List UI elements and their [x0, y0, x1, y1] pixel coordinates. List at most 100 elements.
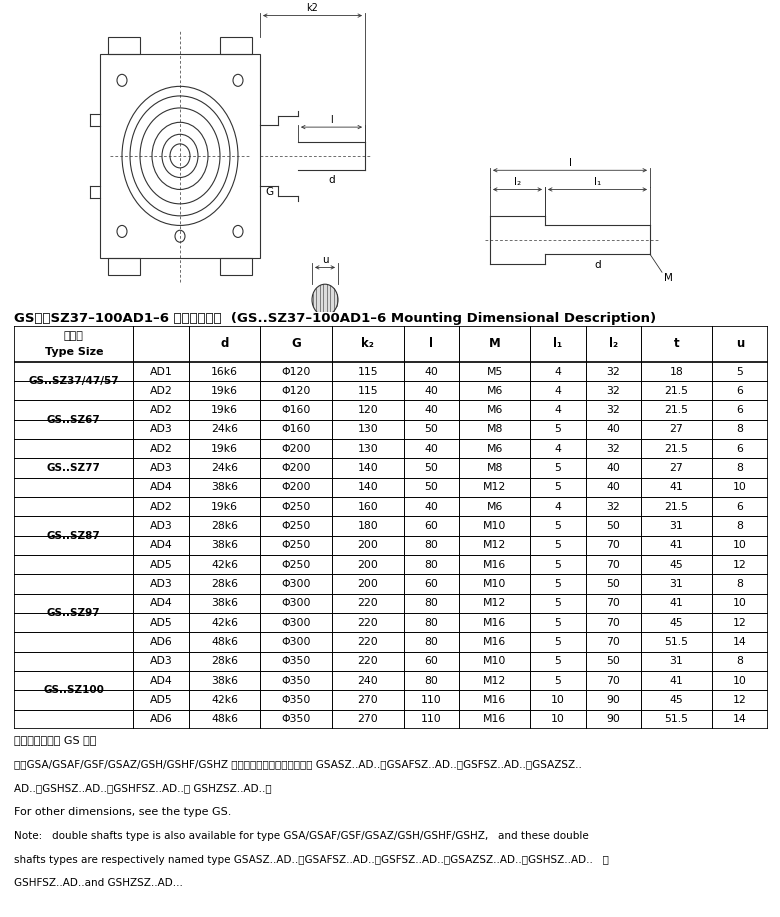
Text: 70: 70 — [606, 540, 620, 550]
Text: 51.5: 51.5 — [665, 637, 689, 647]
Text: AD5: AD5 — [150, 618, 172, 628]
Text: 42k6: 42k6 — [211, 559, 238, 569]
Text: 45: 45 — [670, 559, 683, 569]
Text: M10: M10 — [483, 657, 506, 667]
Text: 31: 31 — [670, 579, 683, 589]
Text: 140: 140 — [357, 463, 378, 473]
Text: 5: 5 — [555, 463, 562, 473]
Text: d: d — [594, 260, 601, 271]
Text: GS．．SZ37–100AD1–6 安装结构尺寸  (GS..SZ37–100AD1–6 Mounting Dimensional Description): GS．．SZ37–100AD1–6 安装结构尺寸 (GS..SZ37–100AD… — [14, 312, 656, 325]
Text: l: l — [330, 115, 333, 125]
Text: 60: 60 — [424, 657, 438, 667]
Text: d: d — [220, 337, 229, 350]
Text: k₂: k₂ — [361, 337, 374, 350]
Text: 115: 115 — [357, 386, 378, 396]
Text: 80: 80 — [424, 559, 438, 569]
Text: u: u — [736, 337, 744, 350]
Text: M12: M12 — [483, 676, 506, 686]
Text: k2: k2 — [307, 4, 318, 14]
Text: 19k6: 19k6 — [211, 386, 238, 396]
Text: 50: 50 — [606, 579, 620, 589]
Text: 60: 60 — [424, 579, 438, 589]
Text: 70: 70 — [606, 676, 620, 686]
Text: d: d — [328, 175, 335, 185]
Text: Φ250: Φ250 — [282, 559, 310, 569]
Text: GS..SZ67: GS..SZ67 — [47, 414, 101, 425]
Text: Φ300: Φ300 — [282, 579, 311, 589]
Text: M6: M6 — [487, 386, 503, 396]
Text: 32: 32 — [606, 405, 620, 415]
Text: 80: 80 — [424, 599, 438, 608]
Text: 5: 5 — [555, 579, 562, 589]
Text: 50: 50 — [424, 482, 438, 492]
Text: 5: 5 — [555, 637, 562, 647]
Text: u: u — [321, 255, 328, 265]
Text: 70: 70 — [606, 559, 620, 569]
Text: 32: 32 — [606, 367, 620, 377]
Text: G: G — [265, 187, 273, 197]
Text: M16: M16 — [483, 695, 506, 705]
Text: 180: 180 — [357, 521, 378, 531]
Text: 51.5: 51.5 — [665, 714, 689, 724]
Text: 38k6: 38k6 — [211, 599, 238, 608]
Text: GS..SZ37/47/57: GS..SZ37/47/57 — [28, 376, 119, 386]
Text: 12: 12 — [733, 618, 746, 628]
Text: 40: 40 — [424, 405, 438, 415]
Text: 220: 220 — [357, 637, 378, 647]
Text: 4: 4 — [555, 405, 562, 415]
Text: Φ350: Φ350 — [282, 695, 310, 705]
Text: AD4: AD4 — [150, 540, 172, 550]
Text: GS..SZ100: GS..SZ100 — [44, 685, 105, 695]
Text: 80: 80 — [424, 618, 438, 628]
Text: Note:   double shafts type is also available for type GSA/GSAF/GSF/GSAZ/GSH/GSHF: Note: double shafts type is also availab… — [14, 831, 589, 841]
Text: GS..SZ87: GS..SZ87 — [47, 531, 101, 541]
Text: 28k6: 28k6 — [211, 521, 238, 531]
Text: 5: 5 — [555, 425, 562, 435]
Text: Φ250: Φ250 — [282, 540, 310, 550]
Text: Φ120: Φ120 — [282, 367, 310, 377]
Text: 80: 80 — [424, 540, 438, 550]
Text: 50: 50 — [606, 521, 620, 531]
Text: 32: 32 — [606, 502, 620, 512]
Bar — [100, 54, 260, 258]
Text: 200: 200 — [357, 540, 378, 550]
Text: 5: 5 — [555, 676, 562, 686]
Text: 8: 8 — [736, 657, 743, 667]
Text: 160: 160 — [357, 502, 378, 512]
Text: AD1: AD1 — [150, 367, 172, 377]
Text: 40: 40 — [424, 444, 438, 454]
Bar — [220, 38, 252, 54]
Text: 32: 32 — [606, 444, 620, 454]
Text: 4: 4 — [555, 502, 562, 512]
Text: AD2: AD2 — [150, 405, 172, 415]
Text: M10: M10 — [483, 521, 506, 531]
Text: 6: 6 — [736, 502, 743, 512]
Text: GS..SZ97: GS..SZ97 — [47, 608, 101, 618]
Text: 200: 200 — [357, 559, 378, 569]
Text: 40: 40 — [424, 386, 438, 396]
Text: 45: 45 — [670, 618, 683, 628]
Text: GS..SZ77: GS..SZ77 — [47, 463, 101, 473]
Text: AD4: AD4 — [150, 482, 172, 492]
Text: 40: 40 — [606, 463, 620, 473]
Text: 38k6: 38k6 — [211, 482, 238, 492]
Text: M16: M16 — [483, 637, 506, 647]
Text: 27: 27 — [670, 463, 683, 473]
Text: Φ300: Φ300 — [282, 637, 311, 647]
Text: 5: 5 — [555, 657, 562, 667]
Text: AD5: AD5 — [150, 695, 172, 705]
Text: 220: 220 — [357, 657, 378, 667]
Text: 70: 70 — [606, 599, 620, 608]
Text: 110: 110 — [421, 714, 441, 724]
Text: 21.5: 21.5 — [665, 502, 689, 512]
Text: Φ120: Φ120 — [282, 386, 310, 396]
Text: 21.5: 21.5 — [665, 386, 689, 396]
Text: M16: M16 — [483, 559, 506, 569]
Text: Φ160: Φ160 — [282, 425, 310, 435]
Text: M: M — [664, 273, 673, 283]
Text: 5: 5 — [555, 559, 562, 569]
Text: AD4: AD4 — [150, 599, 172, 608]
Text: 115: 115 — [357, 367, 378, 377]
Text: 10: 10 — [733, 599, 747, 608]
Text: M6: M6 — [487, 502, 503, 512]
